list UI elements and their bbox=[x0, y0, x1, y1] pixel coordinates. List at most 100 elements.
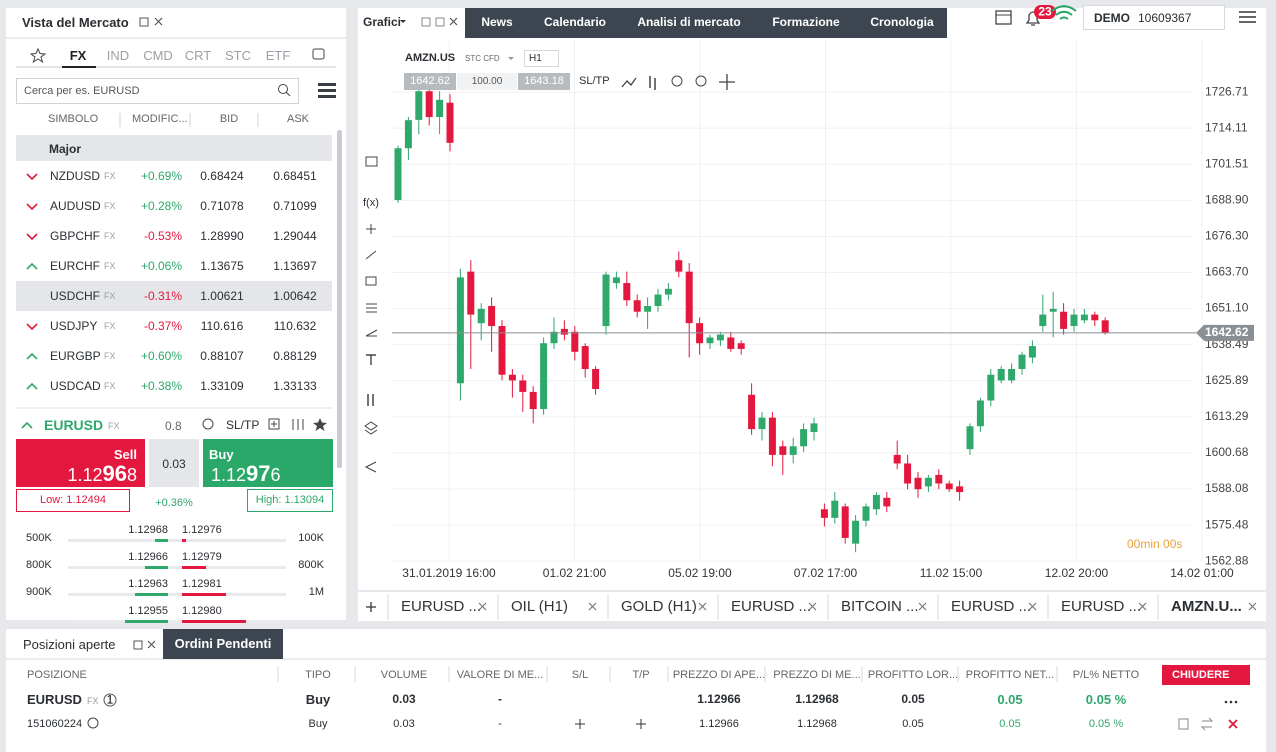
chart-tab[interactable]: GOLD (H1) bbox=[621, 598, 697, 615]
nav-tab[interactable]: Cronologia bbox=[870, 15, 934, 29]
row-symbol[interactable]: NZDUSD bbox=[50, 169, 100, 183]
detail-net-profit: 0.05 bbox=[999, 718, 1021, 730]
depth-volume: 1M bbox=[308, 586, 324, 598]
price-part: 97 bbox=[246, 461, 271, 486]
summary-pl-pct: 0.05 % bbox=[1085, 692, 1127, 707]
price-part: 1.12 bbox=[211, 465, 247, 485]
market-tab[interactable]: IND bbox=[106, 48, 130, 63]
bid-box: 1642.62 bbox=[404, 73, 456, 90]
row-change: -0.31% bbox=[143, 289, 182, 303]
summary-open-price: 1.12966 bbox=[697, 692, 741, 706]
ask-box: 1643.18 bbox=[518, 73, 570, 90]
depth-ask: 1.12979 bbox=[182, 551, 222, 563]
charts-menu[interactable]: Grafici bbox=[363, 15, 402, 29]
column-header: ASK bbox=[286, 113, 309, 125]
row-symbol[interactable]: EURGBP bbox=[50, 349, 101, 363]
column-header: MODIFIC... bbox=[132, 113, 188, 125]
nav-tab[interactable]: Analisi di mercato bbox=[637, 15, 741, 29]
summary-gross-profit: 0.05 bbox=[901, 692, 925, 706]
ticket-symbol[interactable]: EURUSD bbox=[44, 417, 104, 433]
chart-symbol: AMZN.US bbox=[405, 52, 456, 64]
row-ask: 1.33133 bbox=[273, 379, 317, 393]
row-ask: 1.29044 bbox=[273, 229, 317, 243]
column-header: T/P bbox=[632, 669, 650, 681]
price-part: 1.12 bbox=[67, 465, 103, 485]
row-ask: 0.71099 bbox=[273, 199, 317, 213]
nav-tab[interactable]: News bbox=[481, 15, 513, 29]
chart-tab[interactable]: OIL (H1) bbox=[511, 598, 568, 615]
row-symbol[interactable]: USDCHF bbox=[50, 289, 100, 303]
column-header: VALORE DI ME... bbox=[456, 669, 544, 681]
buy-button[interactable]: Buy 1.12976 bbox=[203, 439, 333, 487]
chart-tab[interactable]: EURUSD ... bbox=[1061, 598, 1142, 615]
account-box[interactable] bbox=[1083, 5, 1225, 30]
column-header: VOLUME bbox=[380, 669, 428, 681]
chart-tab[interactable]: EURUSD ... bbox=[951, 598, 1032, 615]
row-bid: 1.33109 bbox=[200, 379, 244, 393]
row-ask: 0.88129 bbox=[273, 349, 317, 363]
price-part: 8 bbox=[126, 465, 137, 485]
row-change: +0.69% bbox=[140, 169, 182, 183]
depth-track bbox=[68, 620, 286, 623]
high-box: High: 1.13094 bbox=[247, 489, 333, 512]
position-symbol[interactable]: EURUSD bbox=[27, 692, 82, 707]
column-header: BID bbox=[219, 113, 239, 125]
row-bid: 1.13675 bbox=[200, 259, 244, 273]
depth-ask: 1.12980 bbox=[182, 605, 222, 617]
row-symbol[interactable]: GBPCHF bbox=[50, 229, 101, 243]
row-symbol[interactable]: USDJPY bbox=[50, 319, 98, 333]
detail-pl-pct: 0.05 % bbox=[1088, 718, 1124, 730]
pending-tab[interactable]: Ordini Pendenti bbox=[163, 629, 283, 659]
search-box[interactable] bbox=[16, 78, 299, 104]
chart-tab[interactable]: EURUSD ... bbox=[401, 598, 482, 615]
chart-tab[interactable]: AMZN.U... bbox=[1171, 598, 1242, 615]
row-tag: FX bbox=[104, 171, 116, 181]
chart-sltp[interactable]: SL/TP bbox=[579, 75, 610, 87]
summary-net-profit: 0.05 bbox=[997, 692, 1023, 707]
nav-tab[interactable]: Formazione bbox=[772, 15, 840, 29]
market-tab[interactable]: STC bbox=[225, 48, 251, 63]
chart-tab[interactable]: BITCOIN ... bbox=[841, 598, 919, 615]
row-symbol[interactable]: EURCHF bbox=[50, 259, 100, 273]
row-ask: 0.68451 bbox=[273, 169, 317, 183]
row-change: -0.53% bbox=[143, 229, 182, 243]
row-symbol[interactable]: USDCAD bbox=[50, 379, 101, 393]
depth-volume: 800K bbox=[26, 559, 52, 571]
column-header: S/L bbox=[571, 669, 589, 681]
summary-market-value: - bbox=[498, 692, 502, 706]
market-tab[interactable]: CMD bbox=[143, 48, 173, 63]
row-symbol[interactable]: AUDUSD bbox=[50, 199, 101, 213]
price-part: 96 bbox=[102, 461, 127, 486]
panel-title: Vista del Mercato bbox=[22, 15, 129, 30]
chart-tab[interactable]: EURUSD ... bbox=[731, 598, 812, 615]
depth-ask: 1.12976 bbox=[182, 524, 222, 536]
nav-tab[interactable]: Calendario bbox=[543, 15, 606, 29]
ticket-tag: FX bbox=[108, 421, 120, 431]
ticket-sltp[interactable]: SL/TP bbox=[226, 418, 260, 432]
chart-panel bbox=[358, 8, 1266, 590]
market-tab[interactable]: ETF bbox=[265, 48, 291, 63]
account-id: 10609367 bbox=[1138, 11, 1192, 25]
row-tag: FX bbox=[104, 381, 116, 391]
positions-tab[interactable]: Posizioni aperte bbox=[23, 637, 116, 652]
volume-box[interactable]: 100.00 bbox=[457, 73, 517, 90]
group-label: Major bbox=[49, 142, 82, 156]
row-tag: FX bbox=[104, 231, 116, 241]
timeframe-box[interactable]: H1 bbox=[524, 50, 559, 67]
depth-bid: 1.12963 bbox=[128, 578, 168, 590]
detail-market-value: - bbox=[498, 718, 502, 730]
market-tab[interactable]: FX bbox=[69, 48, 87, 63]
close-all-button[interactable]: CHIUDERE bbox=[1162, 665, 1250, 685]
column-header: POSIZIONE bbox=[27, 669, 87, 681]
market-tab[interactable]: CRT bbox=[184, 48, 212, 63]
summary-market-price: 1.12968 bbox=[795, 692, 839, 706]
sell-button[interactable]: Sell 1.12968 bbox=[16, 439, 145, 487]
tool-fx[interactable]: f(x) bbox=[363, 197, 379, 209]
row-tag: FX bbox=[104, 261, 116, 271]
detail-type: Buy bbox=[308, 718, 328, 730]
depth-volume: 800K bbox=[298, 559, 324, 571]
depth-volume: 500K bbox=[26, 532, 52, 544]
market-watch-panel bbox=[6, 8, 346, 620]
depth-ask-bar bbox=[182, 620, 246, 623]
